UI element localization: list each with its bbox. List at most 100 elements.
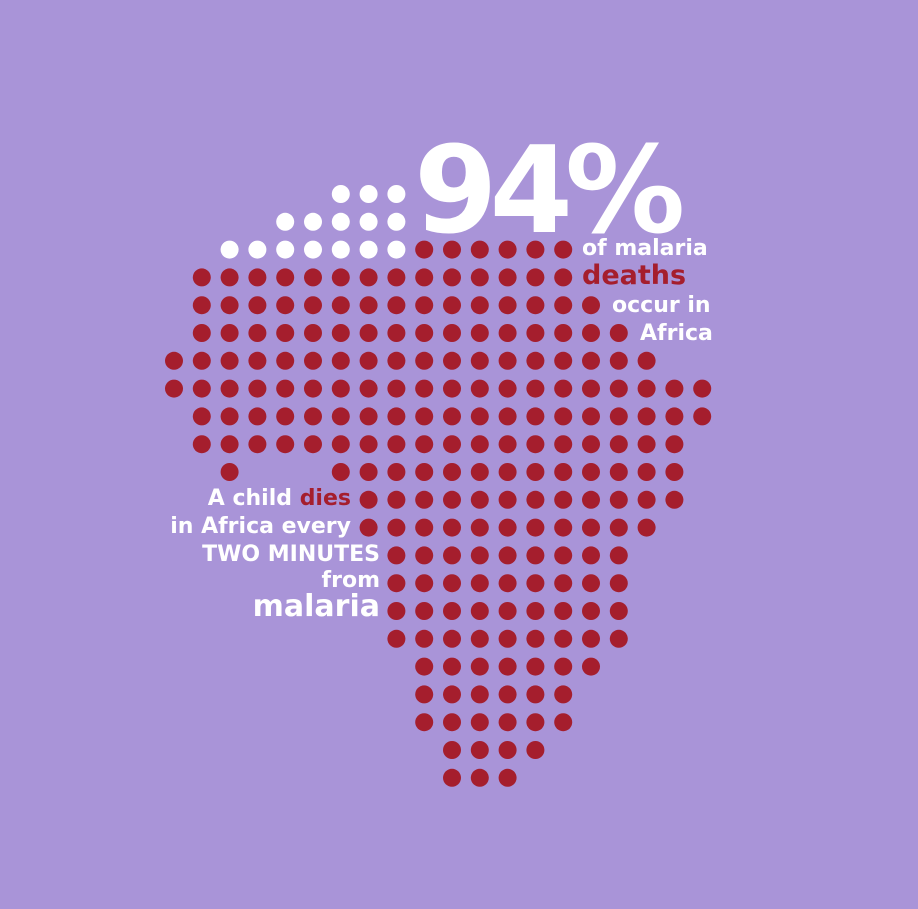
dot-red [220, 324, 239, 342]
dot-red [248, 435, 267, 454]
dot-red [359, 324, 378, 342]
dot-red [415, 351, 434, 370]
stat-line-3: occur in [612, 293, 711, 318]
dot-red [526, 713, 545, 732]
dot-red [554, 713, 573, 732]
dot-red [665, 463, 684, 481]
dot-red [498, 463, 517, 481]
dot-red [582, 351, 600, 370]
dot-red [554, 657, 573, 676]
dot-red [554, 574, 573, 593]
dot-red [470, 629, 489, 648]
dot-red [554, 379, 573, 398]
dot-red [276, 379, 295, 398]
dot-red [526, 435, 545, 454]
dot-red [470, 296, 489, 315]
dot-red [526, 351, 545, 370]
dot-red [443, 546, 461, 565]
dot-red [526, 324, 545, 342]
dot-white [387, 212, 406, 231]
dot-red [220, 379, 239, 398]
dot-red [359, 490, 378, 509]
dot-red [554, 324, 573, 342]
dot-red [470, 518, 489, 537]
dot-white [331, 212, 350, 231]
dot-red [526, 518, 545, 537]
dot-red [415, 546, 434, 565]
dot-red [415, 324, 434, 342]
dot-red [498, 324, 517, 342]
dot-red [165, 351, 183, 370]
dot-red [554, 296, 573, 315]
dot-red [665, 379, 684, 398]
dot-red [443, 407, 461, 426]
dot-red [526, 629, 545, 648]
dot-red [359, 518, 378, 537]
dot-red [637, 435, 656, 454]
dot-red [248, 407, 267, 426]
child-line-4: from [321, 568, 380, 593]
dot-red [526, 268, 545, 287]
stat-line-4: Africa [640, 321, 713, 346]
dot-red [526, 463, 545, 481]
dot-red [637, 407, 656, 426]
dot-red [387, 407, 406, 426]
dot-red [220, 435, 239, 454]
dot-red [526, 657, 545, 676]
dot-red [582, 296, 600, 315]
dot-red [387, 574, 406, 593]
dot-red [443, 518, 461, 537]
dot-red [470, 379, 489, 398]
dot-red [276, 324, 295, 342]
dot-red [498, 351, 517, 370]
dot-red [443, 240, 461, 259]
dot-red [554, 240, 573, 259]
dot-grid [165, 185, 712, 787]
dot-red [248, 324, 267, 342]
dot-red [387, 296, 406, 315]
dot-red [220, 296, 239, 315]
dot-red [220, 268, 239, 287]
dot-red [220, 351, 239, 370]
dot-red [498, 268, 517, 287]
dot-red [582, 602, 600, 620]
dot-red [387, 546, 406, 565]
dot-red [331, 296, 350, 315]
dot-red [470, 324, 489, 342]
child-line-1-highlight: dies [299, 486, 351, 511]
dot-red [443, 490, 461, 509]
dot-red [415, 713, 434, 732]
dot-red [554, 268, 573, 287]
dot-red [443, 379, 461, 398]
dot-red [443, 463, 461, 481]
dot-red [304, 268, 322, 287]
dot-red [276, 268, 295, 287]
dot-red [582, 657, 600, 676]
dot-red [359, 463, 378, 481]
dot-red [331, 351, 350, 370]
dot-white [359, 212, 378, 231]
dot-red [415, 490, 434, 509]
child-line-1: A child dies [208, 488, 351, 510]
dot-red [331, 435, 350, 454]
dot-red [387, 435, 406, 454]
dot-white [359, 185, 378, 203]
dot-red [415, 407, 434, 426]
dot-red [192, 324, 211, 342]
dot-red [554, 435, 573, 454]
dot-red [387, 629, 406, 648]
dot-white [331, 185, 350, 203]
dot-red [331, 379, 350, 398]
dot-white [331, 240, 350, 259]
dot-red [693, 379, 712, 398]
dot-red [415, 685, 434, 704]
dot-red [304, 379, 322, 398]
dot-red [609, 351, 628, 370]
dot-red [304, 351, 322, 370]
dot-red [526, 602, 545, 620]
dot-red [359, 435, 378, 454]
dot-red [304, 407, 322, 426]
stat-value: 94% [414, 122, 685, 261]
dot-red [443, 268, 461, 287]
dot-red [387, 463, 406, 481]
